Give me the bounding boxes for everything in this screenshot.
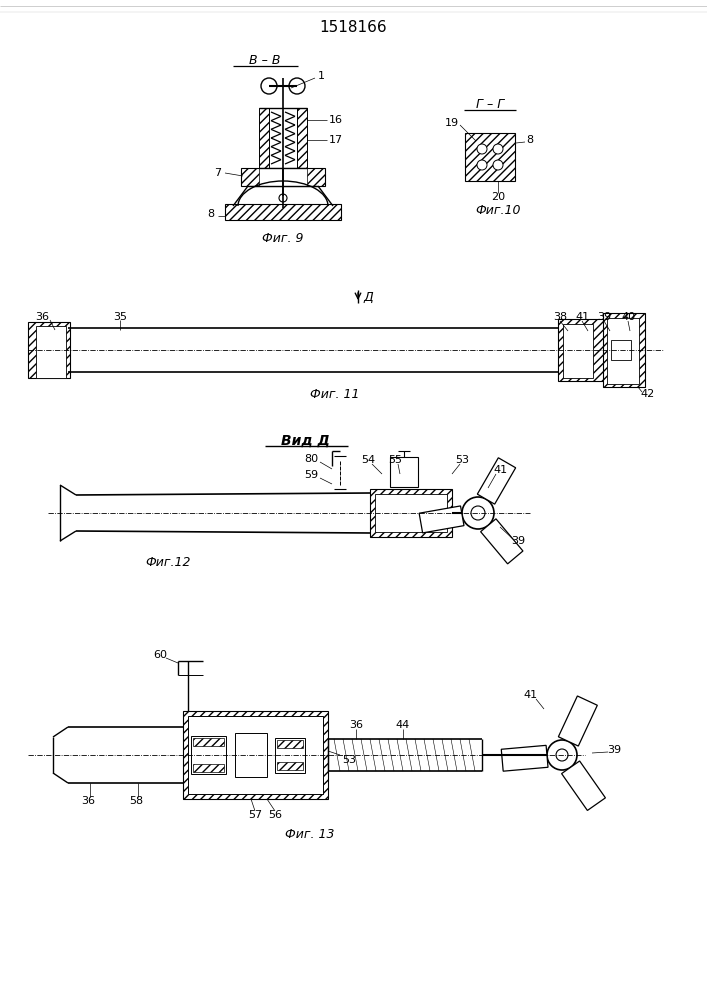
Text: 40: 40: [621, 312, 635, 322]
Text: 36: 36: [35, 312, 49, 322]
Polygon shape: [501, 745, 548, 771]
Bar: [36, 326, 66, 378]
Bar: [225, 204, 341, 220]
Text: 20: 20: [491, 192, 505, 202]
Text: 8: 8: [207, 209, 214, 219]
Bar: [28, 322, 70, 378]
Text: 53: 53: [455, 455, 469, 465]
Bar: [277, 740, 303, 748]
Text: 38: 38: [553, 312, 567, 322]
Text: 36: 36: [81, 796, 95, 806]
Bar: [603, 313, 645, 387]
Bar: [193, 764, 224, 772]
Text: 44: 44: [396, 720, 410, 730]
Text: 59: 59: [304, 470, 318, 480]
Text: 16: 16: [329, 115, 343, 125]
Polygon shape: [477, 458, 515, 504]
Text: 41: 41: [493, 465, 507, 475]
Bar: [241, 168, 325, 186]
Text: 39: 39: [597, 312, 611, 322]
Circle shape: [493, 160, 503, 170]
Bar: [275, 738, 305, 773]
Bar: [277, 762, 303, 770]
Text: 57: 57: [248, 810, 262, 820]
Text: 8: 8: [527, 135, 534, 145]
Text: 7: 7: [214, 168, 221, 178]
Bar: [390, 457, 418, 487]
Bar: [611, 340, 631, 360]
Bar: [370, 489, 452, 537]
Text: 36: 36: [349, 720, 363, 730]
Text: Вид Д: Вид Д: [281, 434, 329, 448]
Bar: [235, 733, 267, 777]
Bar: [375, 494, 447, 532]
Bar: [297, 108, 307, 168]
Text: 56: 56: [268, 810, 282, 820]
Text: 55: 55: [388, 455, 402, 465]
Text: 60: 60: [153, 650, 167, 660]
Circle shape: [279, 194, 287, 202]
Text: 1518166: 1518166: [319, 20, 387, 35]
Text: В – В: В – В: [250, 54, 281, 68]
Circle shape: [547, 740, 577, 770]
Text: Фиг. 9: Фиг. 9: [262, 232, 304, 245]
Text: 80: 80: [304, 454, 318, 464]
Bar: [558, 319, 608, 381]
Polygon shape: [561, 761, 605, 810]
Polygon shape: [481, 519, 523, 564]
Text: 42: 42: [641, 389, 655, 399]
Text: 54: 54: [361, 455, 375, 465]
Text: Д: Д: [363, 290, 373, 304]
Circle shape: [289, 78, 305, 94]
Bar: [607, 318, 639, 384]
Polygon shape: [559, 696, 597, 746]
Text: Фиг. 11: Фиг. 11: [310, 387, 360, 400]
Text: 41: 41: [575, 312, 589, 322]
Circle shape: [493, 144, 503, 154]
Bar: [259, 168, 307, 186]
Text: 35: 35: [113, 312, 127, 322]
Bar: [193, 738, 224, 746]
Text: 19: 19: [445, 118, 459, 128]
Text: Фиг. 13: Фиг. 13: [285, 828, 334, 842]
Bar: [465, 133, 515, 181]
Text: 41: 41: [523, 690, 537, 700]
Bar: [188, 716, 323, 794]
Circle shape: [462, 497, 494, 529]
Text: Фиг.10: Фиг.10: [475, 205, 521, 218]
Text: 1: 1: [317, 71, 325, 81]
Text: 39: 39: [607, 745, 621, 755]
Circle shape: [261, 78, 277, 94]
Circle shape: [477, 160, 487, 170]
Circle shape: [477, 144, 487, 154]
Bar: [183, 711, 328, 799]
Bar: [191, 736, 226, 774]
Text: 17: 17: [329, 135, 343, 145]
Text: 39: 39: [511, 536, 525, 546]
Bar: [563, 324, 593, 378]
Text: 53: 53: [342, 755, 356, 765]
Text: Фиг.12: Фиг.12: [145, 556, 191, 570]
Bar: [259, 108, 269, 168]
Text: Г – Г: Г – Г: [476, 99, 504, 111]
Polygon shape: [419, 506, 464, 533]
Circle shape: [471, 506, 485, 520]
Circle shape: [556, 749, 568, 761]
Text: 58: 58: [129, 796, 143, 806]
